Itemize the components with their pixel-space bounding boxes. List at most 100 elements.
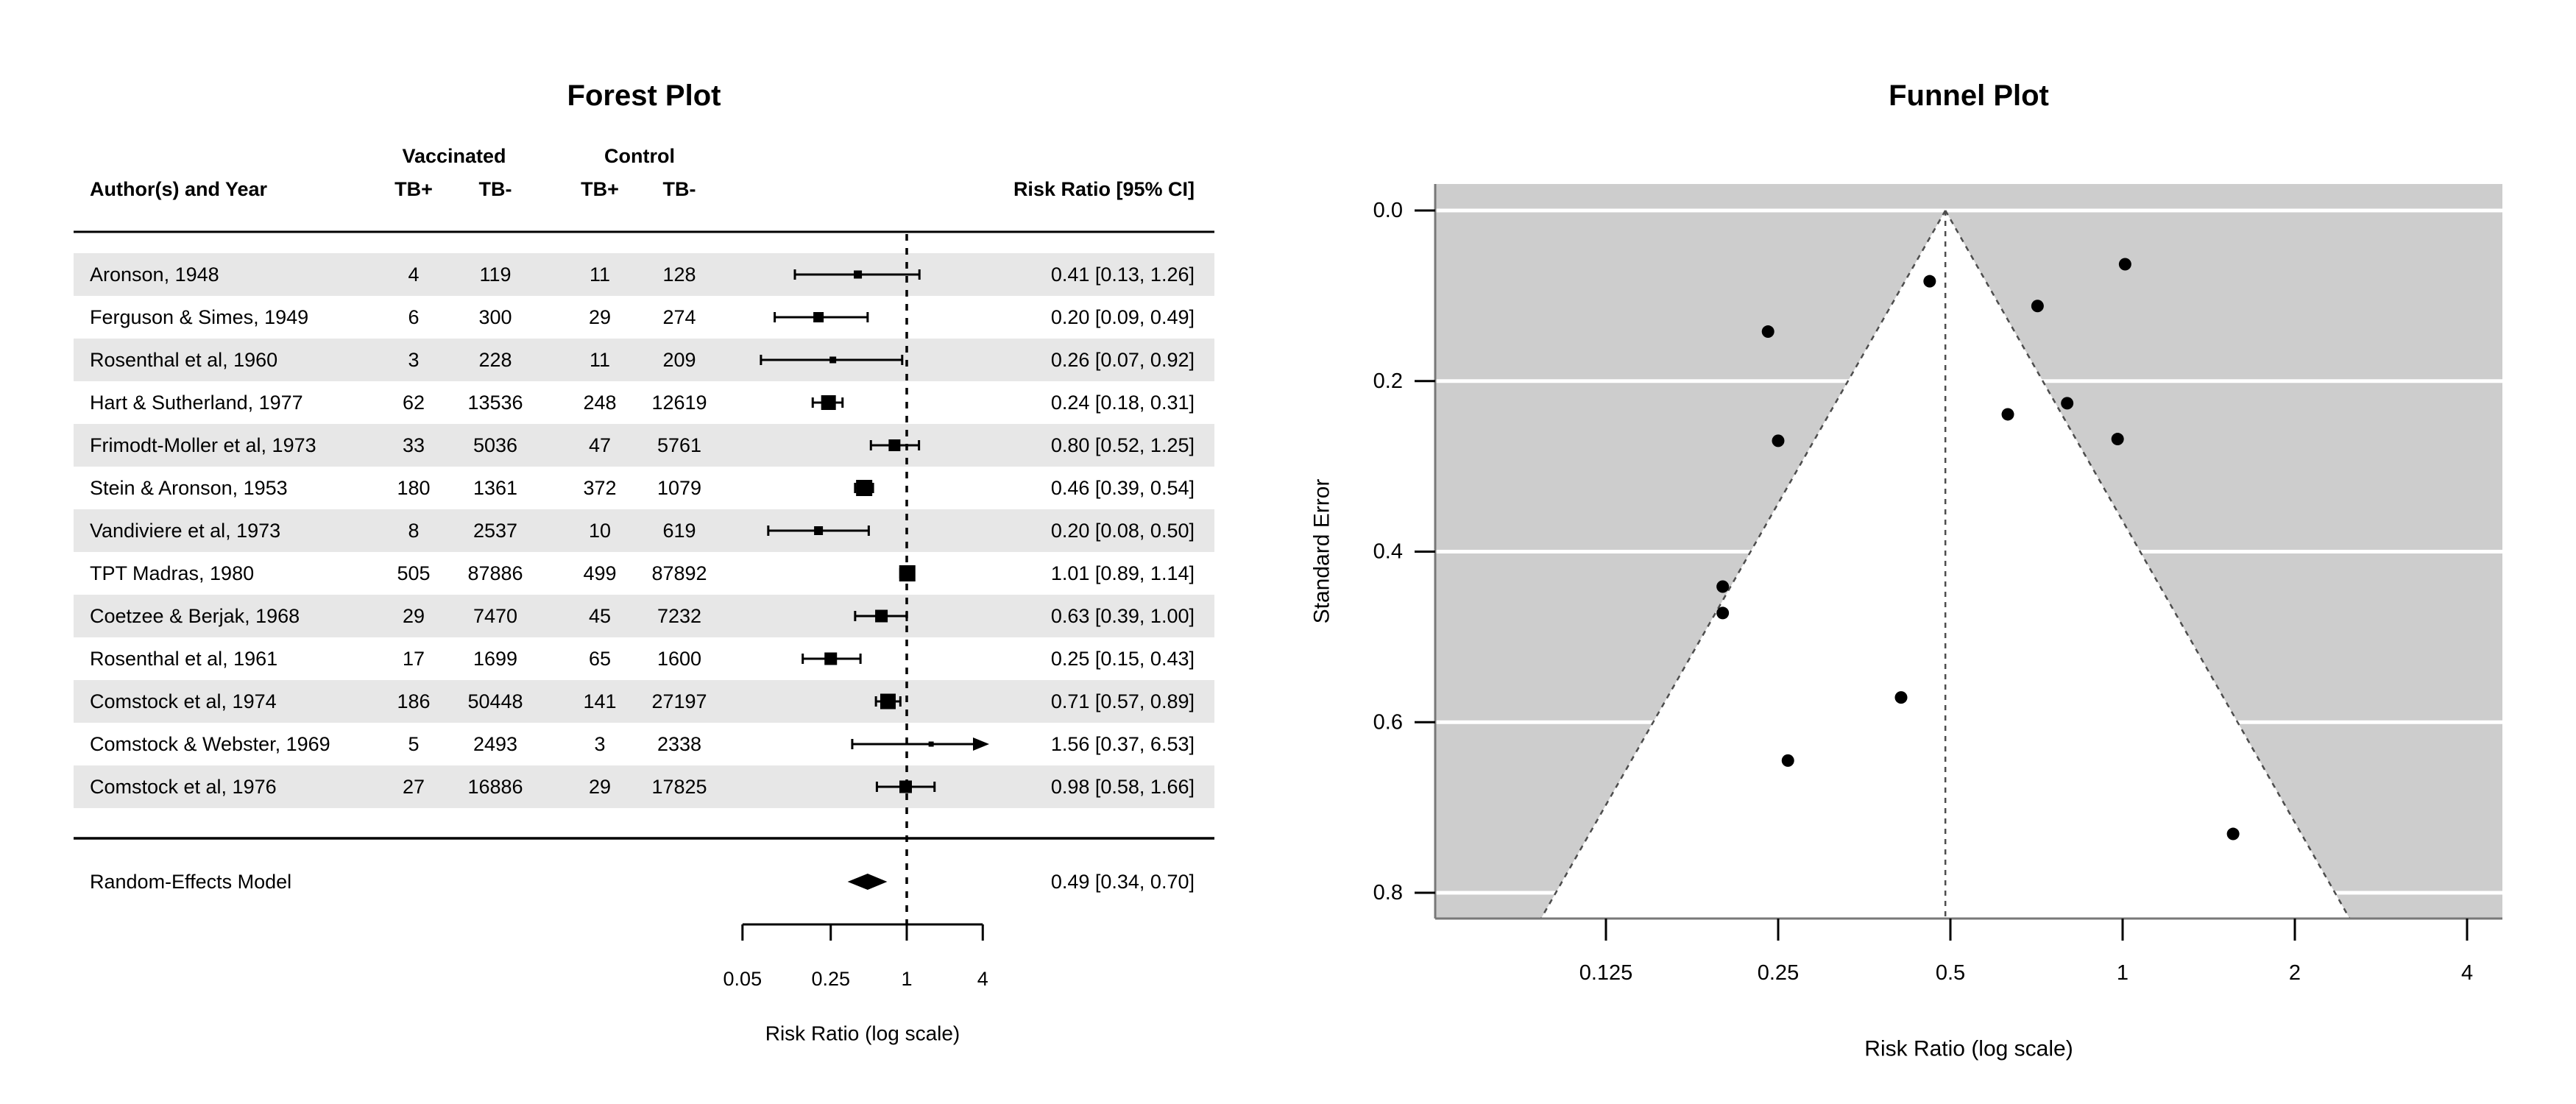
study-author: Vandiviere et al, 1973 (90, 520, 280, 542)
study-ctrl-tbneg: 619 (662, 520, 696, 542)
study-estimate: 0.41 [0.13, 1.26] (1051, 263, 1195, 286)
summary-label: Random-Effects Model (90, 871, 291, 893)
study-ctrl-tbneg: 87892 (651, 562, 707, 584)
study-vacc-tbpos: 3 (408, 349, 419, 371)
study-estimate: 0.63 [0.39, 1.00] (1051, 605, 1195, 627)
forest-header-control: Control (604, 145, 675, 167)
forest-x-axis-title: Risk Ratio (log scale) (765, 1022, 960, 1045)
row-band (74, 339, 1214, 381)
study-ctrl-tbneg: 209 (662, 349, 696, 371)
data-point (2031, 300, 2044, 313)
study-estimate: 0.98 [0.58, 1.66] (1051, 776, 1195, 798)
study-estimate: 0.80 [0.52, 1.25] (1051, 434, 1195, 456)
forest-header-vacc-tbpos: TB+ (394, 178, 433, 200)
data-point (1716, 606, 1730, 620)
funnel-right-boundary (1945, 210, 2351, 919)
study-ctrl-tbpos: 499 (583, 562, 616, 584)
study-ctrl-tbpos: 45 (589, 605, 611, 627)
study-ctrl-tbpos: 29 (589, 776, 611, 798)
study-vacc-tbneg: 119 (479, 263, 511, 286)
study-ctrl-tbneg: 12619 (651, 392, 707, 414)
forest-row-text: Aronson, 1948 4 119 11 128 0.41 [0.13, 1.26] F… (90, 263, 1195, 798)
study-vacc-tbneg: 7470 (473, 605, 517, 627)
study-vacc-tbneg: 87886 (467, 562, 523, 584)
study-vacc-tbpos: 27 (403, 776, 425, 798)
study-vacc-tbneg: 1361 (473, 477, 517, 499)
study-ctrl-tbneg: 5761 (657, 434, 701, 456)
funnel-y-tick-label: 0.0 (1373, 199, 1403, 222)
study-author: Comstock & Webster, 1969 (90, 733, 330, 755)
study-vacc-tbneg: 16886 (467, 776, 523, 798)
forest-axis-tick-label: 4 (977, 968, 988, 990)
effect-square (814, 526, 824, 535)
study-ctrl-tbneg: 1600 (657, 648, 701, 670)
effect-square (856, 480, 873, 496)
study-estimate: 1.56 [0.37, 6.53] (1051, 733, 1195, 755)
study-vacc-tbneg: 1699 (473, 648, 517, 670)
data-point (2061, 397, 2074, 410)
study-ctrl-tbneg: 17825 (651, 776, 707, 798)
forest-header-author: Author(s) and Year (90, 178, 268, 200)
data-point (1716, 580, 1730, 593)
study-vacc-tbpos: 62 (403, 392, 425, 414)
forest-axis-tick-label: 0.05 (723, 968, 762, 990)
study-author: Rosenthal et al, 1961 (90, 648, 277, 670)
study-ctrl-tbpos: 11 (590, 263, 610, 286)
study-ctrl-tbpos: 3 (594, 733, 605, 755)
funnel-x-tick-label: 0.125 (1579, 961, 1633, 985)
funnel-x-tick-label: 4 (2461, 961, 2473, 985)
study-vacc-tbpos: 33 (403, 434, 425, 456)
study-author: Rosenthal et al, 1960 (90, 349, 277, 371)
study-author: Ferguson & Simes, 1949 (90, 306, 308, 328)
effect-square (899, 780, 912, 793)
study-estimate: 0.20 [0.08, 0.50] (1051, 520, 1195, 542)
study-vacc-tbpos: 5 (408, 733, 419, 755)
effect-square (854, 270, 863, 279)
study-estimate: 0.24 [0.18, 0.31] (1051, 392, 1195, 414)
effect-square (824, 652, 838, 665)
funnel-x-tick-label: 2 (2289, 961, 2301, 985)
funnel-x-tick-label: 0.25 (1758, 961, 1799, 985)
study-ctrl-tbpos: 10 (589, 520, 611, 542)
funnel-x-tick-label: 1 (2117, 961, 2129, 985)
study-author: Stein & Aronson, 1953 (90, 477, 288, 499)
data-point (1772, 434, 1785, 447)
study-vacc-tbpos: 17 (403, 648, 425, 670)
funnel-x-axis-title: Risk Ratio (log scale) (1864, 1037, 2073, 1061)
study-ctrl-tbpos: 11 (590, 349, 610, 371)
study-ctrl-tbpos: 29 (589, 306, 611, 328)
effect-square (875, 609, 888, 623)
study-vacc-tbneg: 2493 (473, 733, 517, 755)
forest-axis-tick-label: 0.25 (811, 968, 850, 990)
forest-title: Forest Plot (567, 79, 721, 112)
effect-square (899, 565, 916, 581)
study-vacc-tbneg: 13536 (467, 392, 523, 414)
effect-square (928, 741, 934, 747)
funnel-points (1716, 258, 2240, 841)
forest-row-bands (74, 253, 1214, 808)
study-author: Comstock et al, 1976 (90, 776, 277, 798)
effect-square (829, 356, 837, 364)
study-estimate: 0.46 [0.39, 0.54] (1051, 477, 1195, 499)
data-point (2111, 433, 2124, 446)
study-estimate: 0.71 [0.57, 0.89] (1051, 690, 1195, 712)
effect-square (880, 693, 896, 710)
row-band (74, 509, 1214, 552)
study-vacc-tbpos: 4 (408, 263, 419, 286)
study-vacc-tbpos: 505 (397, 562, 430, 584)
row-band (74, 253, 1214, 296)
study-author: Aronson, 1948 (90, 263, 219, 286)
study-vacc-tbpos: 180 (397, 477, 430, 499)
summary-estimate: 0.49 [0.34, 0.70] (1051, 871, 1195, 893)
study-ctrl-tbpos: 141 (583, 690, 616, 712)
funnel-boundary-lines (1540, 210, 2351, 919)
study-vacc-tbneg: 228 (478, 349, 512, 371)
summary-diamond (847, 874, 888, 890)
data-point (2001, 408, 2014, 421)
row-band (74, 680, 1214, 723)
forest-plot: Forest Plot Vaccinated Control Author(s)… (74, 79, 1214, 1045)
study-vacc-tbneg: 2537 (473, 520, 517, 542)
forest-header-vacc-tbneg: TB- (479, 178, 512, 200)
